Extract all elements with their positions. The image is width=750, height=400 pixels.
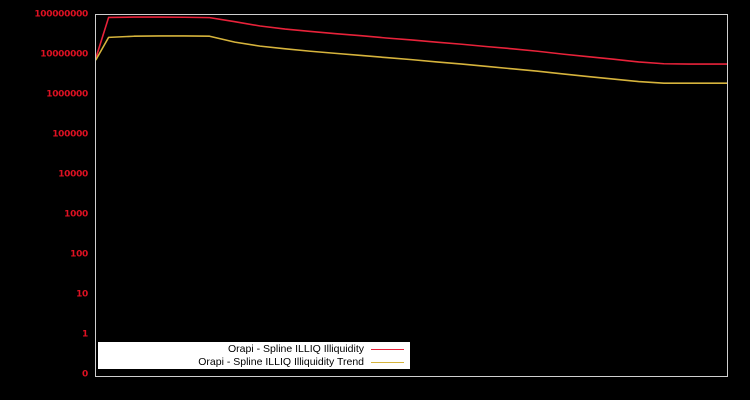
y-tick-label: 10000 bbox=[58, 169, 88, 180]
legend-label: Orapi - Spline ILLIQ Illiquidity Trend bbox=[198, 356, 364, 368]
legend-item-illiquidity-trend: Orapi - Spline ILLIQ Illiquidity Trend bbox=[98, 356, 410, 369]
plot-svg bbox=[96, 16, 727, 84]
series-line-illiquidity-trend bbox=[96, 35, 727, 84]
legend-line-swatch-icon bbox=[371, 361, 404, 363]
y-axis-tick-labels: 100000000 10000000 1000000 100000 10000 … bbox=[0, 0, 95, 400]
legend-label: Orapi - Spline ILLIQ Illiquidity bbox=[228, 343, 364, 355]
chart-legend: Orapi - Spline ILLIQ Illiquidity Orapi -… bbox=[97, 341, 411, 370]
plot-area bbox=[95, 14, 728, 377]
y-tick-label: 10000000 bbox=[40, 49, 88, 60]
y-tick-label: 10 bbox=[76, 289, 88, 300]
y-tick-label: 1000000 bbox=[46, 89, 88, 100]
y-tick-label: 100000 bbox=[52, 129, 88, 140]
legend-item-illiquidity: Orapi - Spline ILLIQ Illiquidity bbox=[98, 343, 410, 356]
y-tick-label: 1000 bbox=[64, 209, 88, 220]
series-line-illiquidity bbox=[96, 16, 727, 65]
y-tick-label: 100 bbox=[70, 249, 88, 260]
y-tick-label: 100000000 bbox=[34, 9, 88, 20]
y-tick-label: 0 bbox=[82, 369, 88, 380]
legend-line-swatch-icon bbox=[371, 348, 404, 350]
y-tick-label: 1 bbox=[82, 329, 88, 340]
